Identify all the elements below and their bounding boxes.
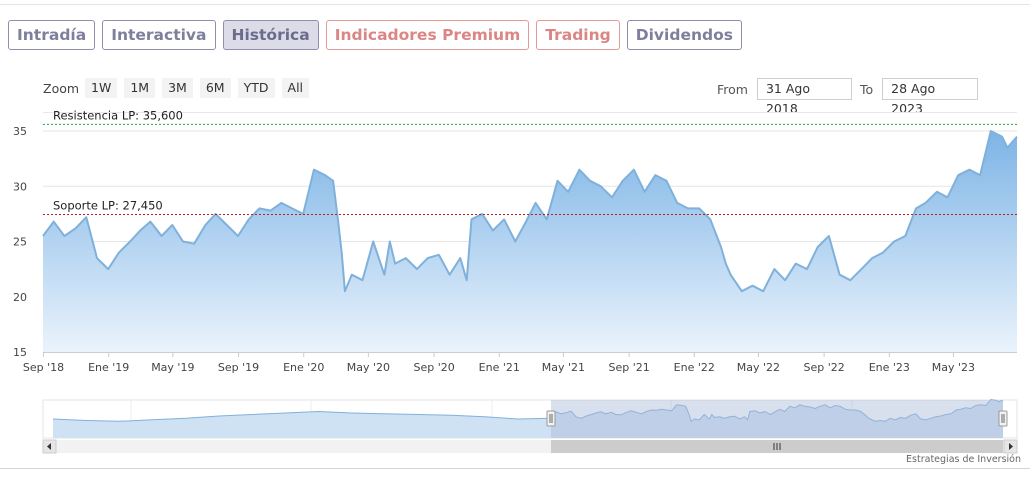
navigator-line xyxy=(52,398,1004,423)
navigator-selection[interactable] xyxy=(551,400,1003,438)
to-label: To xyxy=(860,81,874,97)
resistance-label: Resistencia LP: 35,600 xyxy=(53,108,183,122)
bottom-divider xyxy=(0,468,1030,469)
x-tick-label: May '21 xyxy=(542,361,585,374)
x-tick-label: Ene '23 xyxy=(869,361,910,374)
price-line xyxy=(42,130,1018,293)
tab-interactiva[interactable]: Interactiva xyxy=(102,20,216,50)
zoom-all-button[interactable]: All xyxy=(281,78,310,98)
y-tick-label: 20 xyxy=(13,291,27,304)
toolbar-divider xyxy=(43,112,1017,113)
x-tick-label: Ene '20 xyxy=(283,361,324,374)
y-tick-label: 30 xyxy=(13,180,27,193)
x-tick-label: Sep '20 xyxy=(413,361,454,374)
to-date-input[interactable]: 28 Ago 2023 xyxy=(882,78,979,116)
arrow-right-icon xyxy=(1009,443,1013,450)
credits-label: Estrategias de Inversión xyxy=(906,454,1021,465)
tab-dividendos[interactable]: Dividendos xyxy=(626,20,742,50)
x-tick-label: May '20 xyxy=(347,361,390,374)
tab-intradía[interactable]: Intradía xyxy=(8,20,96,50)
navigator-right-handle[interactable] xyxy=(998,410,1008,427)
y-tick-label: 35 xyxy=(13,125,27,138)
x-tick-label: Sep '21 xyxy=(608,361,649,374)
navigator[interactable]: 20142016201820202022 xyxy=(42,398,1018,454)
x-tick-label: May '22 xyxy=(737,361,780,374)
tab-trading[interactable]: Trading xyxy=(536,20,620,50)
x-tick-label: Ene '19 xyxy=(88,361,129,374)
zoom-toolbar: Zoom 1W 1M 3M 6M YTD All xyxy=(43,78,316,98)
x-tick-label: Sep '22 xyxy=(803,361,844,374)
x-tick-label: May '19 xyxy=(151,361,194,374)
zoom-6m-button[interactable]: 6M xyxy=(199,78,231,98)
chart-tabs: Intradía Interactiva Histórica Indicadores … xyxy=(8,20,742,50)
price-area xyxy=(43,131,1017,352)
navigator-left-handle[interactable] xyxy=(546,410,556,427)
zoom-1w-button[interactable]: 1W xyxy=(85,78,118,98)
x-tick-label: Ene '21 xyxy=(479,361,520,374)
tab-indicadores-premium[interactable]: Indicadores Premium xyxy=(325,20,530,50)
zoom-3m-button[interactable]: 3M xyxy=(162,78,193,98)
zoom-ytd-button[interactable]: YTD xyxy=(237,78,275,98)
date-range-from: From 31 Ago 2018 xyxy=(717,78,852,116)
zoom-label: Zoom xyxy=(43,80,80,96)
from-label: From xyxy=(717,81,748,97)
x-tick-label: Sep '19 xyxy=(218,361,259,374)
y-tick-label: 15 xyxy=(13,346,27,359)
x-tick-label: May '23 xyxy=(932,361,975,374)
x-tick-label: Sep '18 xyxy=(23,361,64,374)
zoom-1m-button[interactable]: 1M xyxy=(124,78,156,98)
arrow-left-icon xyxy=(47,443,51,450)
top-divider xyxy=(0,4,1030,5)
tab-histórica[interactable]: Histórica xyxy=(222,20,319,50)
navigator-area xyxy=(53,399,1003,438)
support-label: Soporte LP: 27,450 xyxy=(53,198,163,212)
x-tick-label: Ene '22 xyxy=(674,361,715,374)
y-tick-label: 25 xyxy=(13,236,27,249)
date-range-to: To 28 Ago 2023 xyxy=(860,78,979,116)
from-date-input[interactable]: 31 Ago 2018 xyxy=(756,78,852,116)
